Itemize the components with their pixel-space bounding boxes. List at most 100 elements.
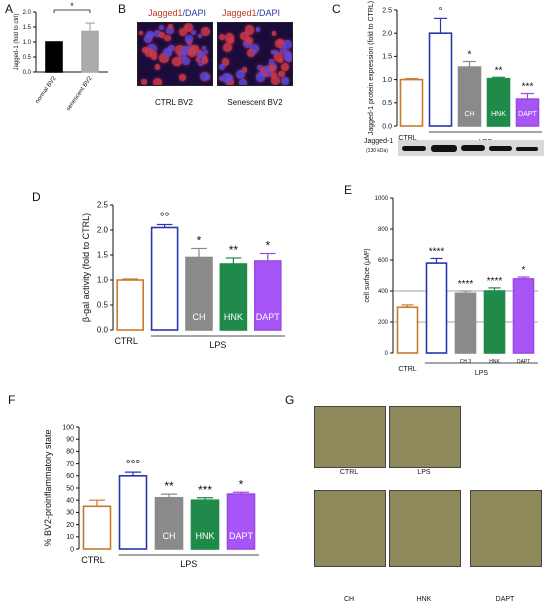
cell-nucleus [282,39,292,49]
label-g-hnk: HNK [416,596,432,603]
cell-nucleus [204,73,210,80]
brightfield-image-ch [314,490,386,567]
cell-nucleus [270,71,277,79]
cell-nucleus [191,29,197,35]
brightfield-image-dapt [470,490,542,567]
bar-hnk [219,263,248,331]
y-tick-label: 400 [378,289,389,295]
cell-nucleus [143,35,152,44]
cell-nucleus [218,75,225,81]
cell-nucleus [197,60,204,67]
cell-nucleus [269,64,276,72]
y-tick-label: 10 [66,534,74,541]
bar-inner-label: CH [193,312,206,322]
y-tick-label: 60 [66,473,74,480]
bar-inner-label: HNK [491,111,506,118]
category-label: HNK [489,359,500,365]
bar-dapt [226,493,256,550]
bar-lps [150,226,179,331]
cell-nucleus [271,50,276,55]
y-tick-label: 0.5 [23,55,32,61]
group-label-lps: LPS [209,340,226,350]
y-tick-label: 0 [70,546,74,553]
significance-mark: **** [429,246,445,257]
significance-mark: ** [495,65,503,76]
cell-nucleus [241,66,248,73]
y-tick-label: 80 [66,449,74,456]
cell-nucleus [250,43,260,53]
cell-nucleus [164,34,171,42]
western-blot [398,140,544,156]
cell-nucleus [271,31,277,36]
panel-label-e: E [344,183,353,197]
cell-nucleus [204,50,209,55]
bar-inner-label: CH [163,531,176,541]
cell-nucleus [221,58,230,66]
cell-nucleus [278,58,284,64]
y-tick-label: 2.0 [23,10,32,16]
bar-inner-label: DAPT [518,111,537,118]
cell-nucleus [281,63,289,71]
cell-nucleus [255,72,266,82]
y-tick-label: 40 [66,498,74,505]
cell-nucleus [144,47,154,57]
cell-nucleus [142,46,149,54]
y-tick-label: 2.5 [97,201,109,210]
y-tick-label: 2.5 [382,7,392,14]
bar-inner-label: HNK [195,531,214,541]
header-right-stain: /DAPI [256,8,281,18]
y-tick-label: 2.0 [382,31,392,38]
significance-mark: * [197,234,202,248]
category-label-ctrl: CTRL [398,135,416,142]
bar-hnk [190,499,220,550]
cell-nucleus [172,56,182,67]
y-tick-label: 1.0 [23,40,32,46]
cell-nucleus [140,78,148,85]
cell-nucleus [139,30,144,35]
cell-nucleus [222,72,233,83]
y-tick-label: 600 [378,258,389,264]
cell-nucleus [168,44,175,52]
blot-label: Jagged-1 [364,138,394,145]
cell-nucleus [183,23,193,33]
cell-nucleus [201,45,207,50]
panel-label-a: A [5,2,14,16]
significance-mark: **** [458,279,474,290]
cell-nucleus [180,45,190,55]
label-g-lps: LPS [417,469,431,476]
bar-ch [154,496,184,550]
cell-nucleus [187,48,196,57]
cell-nucleus [167,23,174,30]
significance-mark: * [70,1,74,11]
bar-ctrl [82,505,112,550]
y-tick-label: 200 [378,320,389,326]
brightfield-image-lps [389,406,461,468]
y-tick-label: 30 [66,510,74,517]
cell-nucleus [178,73,187,82]
cell-nucleus [150,53,158,61]
cell-nucleus [218,64,225,71]
blot-band-lps [431,145,457,152]
y-tick-label: 1.5 [97,251,109,260]
cell-nucleus [239,31,249,41]
cell-nucleus [255,27,261,32]
cell-nucleus [226,37,234,45]
blot-band-ch [461,145,485,151]
header-left-marker: Jagged1 [148,8,183,18]
cell-nucleus [159,24,165,30]
cell-nucleus [270,75,280,85]
panel-label-b: B [118,2,127,16]
cell-nucleus [245,36,253,44]
blot-band-hnk [489,146,512,151]
cell-nucleus [200,26,210,37]
y-axis-label: cell surface (μM²) [364,248,371,302]
cell-nucleus [153,29,162,38]
cell-nucleus [184,35,193,43]
y-tick-label: 100 [62,424,74,431]
significance-mark: °°° [126,457,141,471]
cell-nucleus [247,48,256,58]
category-label-ctrl: CTRL [81,555,105,565]
significance-mark: ° [439,6,443,17]
y-tick-label: 800 [378,227,389,233]
category-label: DAPT [517,359,530,365]
